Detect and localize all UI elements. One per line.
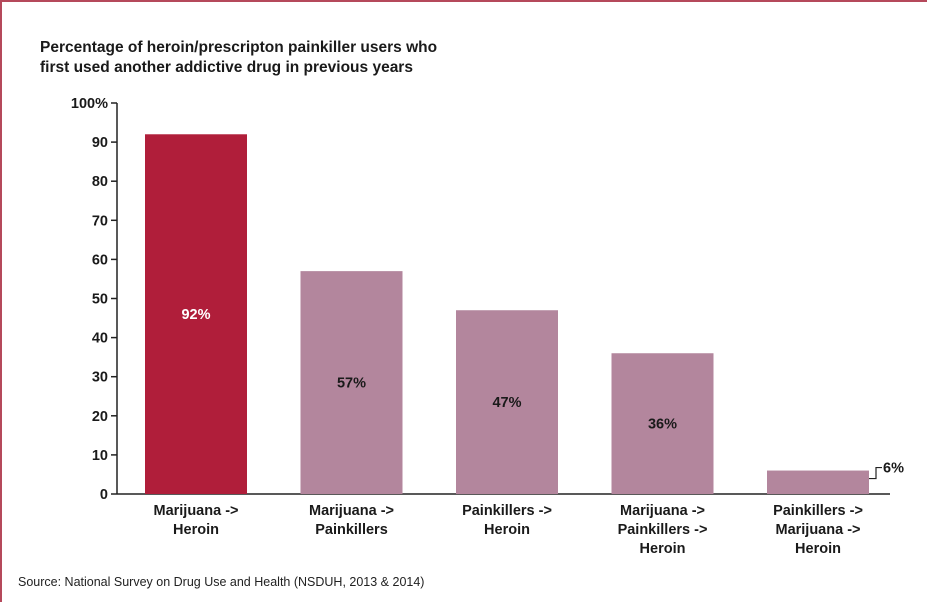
x-tick-label: Marijuana -> [620,503,705,519]
y-tick-label: 60 [92,252,108,268]
x-tick-label: Heroin [173,522,219,538]
y-tick-label: 30 [92,370,108,386]
x-tick-label: Marijuana -> [153,503,238,519]
x-tick-label: Heroin [795,541,841,557]
source-note: Source: National Survey on Drug Use and … [18,575,425,589]
bar [456,310,558,494]
x-tick-label: Painkillers -> [618,522,708,538]
x-tick-label: Marijuana -> [309,503,394,519]
x-tick-label: Painkillers [315,522,388,538]
x-tick-label: Painkillers -> [462,503,552,519]
y-tick-label: 0 [100,487,108,503]
bar [145,134,247,494]
bar [767,470,869,494]
bar-data-label: 36% [648,417,677,433]
x-tick-label: Painkillers -> [773,503,863,519]
y-tick-label: 90 [92,135,108,151]
y-tick-label: 50 [92,292,108,308]
y-tick-label: 20 [92,409,108,425]
frame-left-border [0,0,2,602]
bar-data-label: 92% [181,307,210,323]
bar-data-label: 57% [337,376,366,392]
frame-top-border [0,0,927,2]
bar-data-label: 6% [883,461,904,477]
x-tick-label: Heroin [640,541,686,557]
bar [300,271,403,494]
y-tick-label: 40 [92,331,108,347]
x-tick-label: Marijuana -> [775,522,860,538]
x-tick-label: Heroin [484,522,530,538]
chart-title: Percentage of heroin/prescripton painkil… [40,39,438,76]
data-label-leader-line [869,466,882,480]
y-tick-label: 80 [92,174,108,190]
bar-data-label: 47% [492,395,521,411]
y-tick-label: 10 [92,448,108,464]
y-tick-label: 70 [92,213,108,229]
y-tick-label: 100% [71,96,108,112]
bar [611,353,714,494]
